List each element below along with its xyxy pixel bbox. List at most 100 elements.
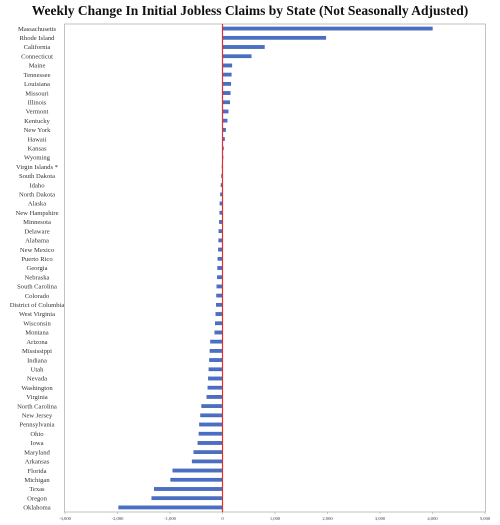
category-label: South Dakota	[19, 173, 55, 180]
bar	[217, 266, 223, 270]
x-tick-label: 2,000	[322, 516, 333, 522]
category-label: Vermont	[26, 109, 49, 116]
x-tick-label: 0	[221, 516, 224, 521]
bar	[222, 81, 232, 86]
category-label: California	[24, 44, 51, 51]
bar	[222, 63, 233, 68]
bar	[217, 275, 223, 280]
bar	[222, 26, 433, 31]
category-label: Minnesota	[23, 219, 51, 226]
category-label: Delaware	[24, 228, 49, 235]
category-label: Florida	[27, 468, 46, 475]
category-label: Oklahoma	[23, 505, 51, 512]
bar	[209, 349, 223, 353]
bar	[172, 468, 223, 473]
category-label: Illinois	[28, 99, 47, 106]
bar	[151, 496, 223, 501]
category-label: South Carolina	[17, 284, 57, 291]
bar	[218, 247, 223, 252]
category-label: New York	[24, 127, 51, 134]
category-label: Nevada	[27, 376, 47, 383]
category-label: Alaska	[28, 201, 46, 208]
category-label: Hawaii	[27, 136, 46, 143]
category-label: Wyoming	[24, 155, 51, 162]
bar	[216, 302, 223, 307]
bar	[222, 100, 230, 105]
bar	[222, 35, 327, 40]
category-label: Virgin Islands *	[16, 164, 58, 171]
category-label: Indiana	[27, 357, 47, 364]
category-label: Colorado	[25, 293, 50, 300]
x-tick-label: 3,000	[375, 516, 386, 522]
bar	[222, 72, 232, 77]
category-label: Oregon	[27, 495, 47, 502]
category-label: Nebraska	[25, 274, 50, 281]
bar	[217, 256, 223, 261]
bar	[200, 413, 223, 418]
category-label: Kentucky	[24, 118, 50, 125]
bar	[208, 376, 223, 381]
category-label: Kansas	[27, 146, 46, 153]
category-label: Arkansas	[25, 459, 50, 466]
category-label: Washington	[21, 385, 53, 392]
category-label: Utah	[31, 366, 45, 373]
bar	[206, 395, 223, 399]
bar	[208, 367, 223, 372]
x-tick-label: 1,000	[270, 516, 281, 522]
category-label: Louisiana	[24, 81, 50, 88]
bar	[197, 441, 223, 445]
x-tick-label: 4,000	[427, 516, 438, 522]
category-label: Wisconsin	[23, 320, 51, 327]
x-tick-label: -3,000	[59, 516, 72, 522]
category-label: Arizona	[26, 339, 47, 346]
bar	[222, 45, 265, 49]
bar	[215, 312, 223, 316]
x-tick-label: -2,000	[112, 516, 125, 522]
category-label: Rhode Island	[20, 35, 56, 42]
category-label: Massachusetts	[18, 26, 57, 33]
category-label: Alabama	[25, 238, 49, 245]
chart-title: Weekly Change In Initial Jobless Claims …	[31, 3, 469, 18]
category-label: District of Columbia	[10, 302, 65, 309]
bar	[210, 339, 223, 344]
bar	[214, 321, 223, 326]
bar	[154, 487, 223, 491]
bar	[222, 91, 231, 95]
bar	[118, 505, 223, 510]
x-tick-label: 5,000	[480, 516, 491, 522]
bar	[222, 109, 229, 114]
category-label: Georgia	[26, 265, 47, 272]
bar	[216, 293, 223, 298]
bar	[222, 54, 252, 59]
bar	[209, 358, 223, 362]
bar	[191, 459, 223, 464]
category-label: Montana	[25, 330, 49, 337]
category-label: West Virginia	[19, 311, 55, 318]
category-label: Missouri	[25, 90, 49, 97]
bar	[199, 422, 223, 427]
bar	[222, 118, 228, 123]
bar	[214, 330, 223, 335]
bar	[193, 450, 223, 455]
bar	[216, 284, 223, 289]
category-label: Michigan	[24, 477, 50, 484]
category-label: Tennessee	[24, 72, 51, 79]
category-label: Puerto Rico	[21, 256, 53, 263]
category-label: Ohio	[30, 431, 44, 438]
category-label: Virginia	[26, 394, 48, 401]
category-label: Iowa	[30, 440, 43, 447]
category-label: North Dakota	[19, 192, 55, 199]
bar	[198, 431, 223, 436]
category-label: Connecticut	[21, 53, 53, 60]
category-label: North Carolina	[17, 403, 57, 410]
bar	[170, 477, 223, 482]
category-label: Maine	[29, 63, 46, 70]
category-label: Maryland	[24, 449, 50, 456]
category-label: New Jersey	[22, 413, 53, 420]
bar	[207, 385, 223, 390]
category-label: Mississippi	[22, 348, 52, 355]
category-label: New Mexico	[20, 247, 55, 254]
category-label: New Hampshire	[15, 210, 58, 217]
category-label: Pennsylvania	[19, 422, 54, 429]
category-label: Idaho	[29, 182, 45, 189]
